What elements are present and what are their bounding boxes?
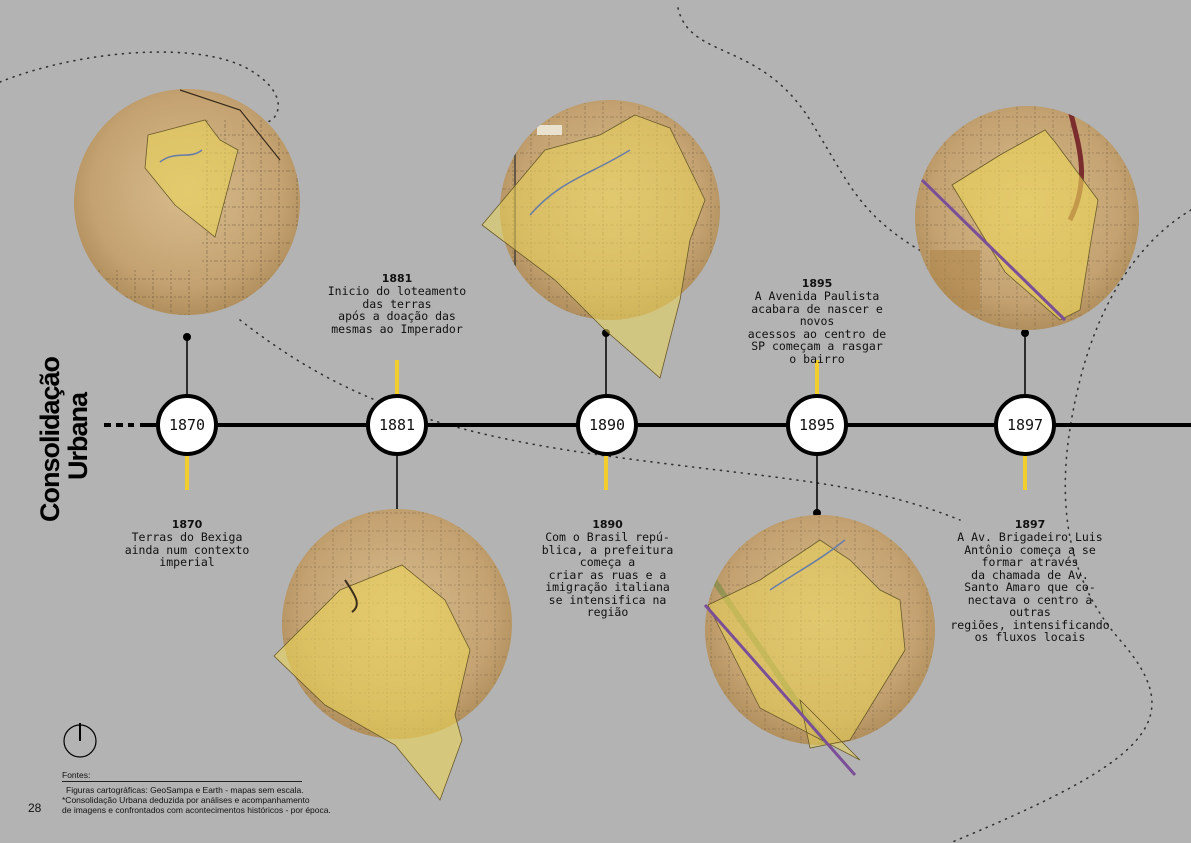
event-text: A Av. Brigadeiro Luis Antônio começa a s… bbox=[950, 530, 1110, 644]
year-node-1881[interactable]: 1881 bbox=[366, 394, 428, 456]
north-arrow-icon bbox=[63, 723, 97, 758]
year-node-1895[interactable]: 1895 bbox=[786, 394, 848, 456]
year-node-1870[interactable]: 1870 bbox=[156, 394, 218, 456]
event-year: 1890 bbox=[592, 517, 623, 531]
event-1870: 1870 Terras do Bexiga ainda num contexto … bbox=[112, 506, 262, 569]
page-number: 28 bbox=[28, 801, 42, 815]
section-title: Consolidação Urbana bbox=[30, 310, 100, 530]
sources-line: de imagens e confrontados com acontecime… bbox=[62, 805, 331, 815]
dotted-path-top-right bbox=[677, 7, 1001, 291]
year-node-1890[interactable]: 1890 bbox=[576, 394, 638, 456]
sources-line: *Consolidação Urbana deduzida por anális… bbox=[62, 795, 310, 805]
dotted-path-middle bbox=[239, 319, 961, 521]
event-year: 1895 bbox=[801, 276, 833, 290]
event-1895: 1895 A Avenida Paulista acabara de nascer… bbox=[737, 265, 897, 365]
event-year: 1870 bbox=[171, 517, 203, 531]
map-1897 bbox=[915, 106, 1139, 330]
event-text: A Avenida Paulista acabara de nascer e n… bbox=[747, 289, 887, 366]
event-text: Com o Brasil repú- blica, a prefeitura c… bbox=[541, 530, 674, 619]
map-1895 bbox=[703, 515, 935, 776]
event-text: Inicio do loteamento das terras após a d… bbox=[327, 284, 467, 336]
map-1881 bbox=[273, 509, 512, 801]
event-1890: 1890 Com o Brasil repú- blica, a prefeitu… bbox=[530, 506, 685, 619]
event-year: 1897 bbox=[1014, 517, 1046, 531]
year-node-1897[interactable]: 1897 bbox=[994, 394, 1056, 456]
section-title-line1: Consolidação bbox=[35, 356, 65, 522]
sources-label: Fontes: bbox=[62, 770, 302, 782]
sources-note: Fontes: Figuras cartográficas: GeoSampa … bbox=[62, 770, 331, 815]
event-year: 1881 bbox=[381, 271, 413, 285]
sources-line: Figuras cartográficas: GeoSampa e Earth … bbox=[66, 785, 304, 795]
dotted-path-right bbox=[949, 209, 1191, 843]
event-1897: 1897 A Av. Brigadeiro Luis Antônio começa… bbox=[945, 506, 1115, 644]
map-1890 bbox=[481, 100, 720, 379]
map-1870 bbox=[74, 89, 300, 315]
event-text: Terras do Bexiga ainda num contexto impe… bbox=[124, 530, 250, 569]
event-1881: 1881 Inicio do loteamento das terras após… bbox=[312, 260, 482, 335]
dotted-path-top-left bbox=[0, 51, 279, 123]
section-title-line2: Urbana bbox=[63, 392, 93, 480]
